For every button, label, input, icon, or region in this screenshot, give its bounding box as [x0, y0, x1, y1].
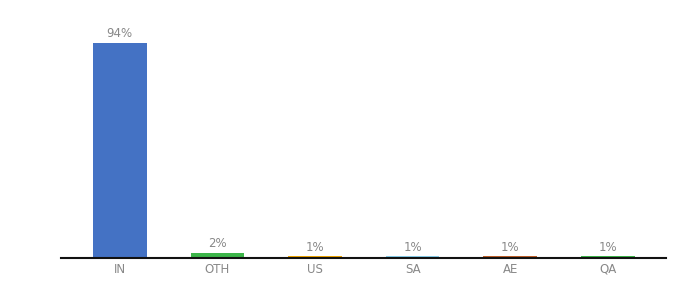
Text: 1%: 1%: [403, 241, 422, 254]
Bar: [288, 256, 342, 258]
Bar: [483, 256, 537, 258]
Bar: [386, 256, 439, 258]
Text: 94%: 94%: [107, 27, 133, 40]
Text: 1%: 1%: [501, 241, 520, 254]
Text: 2%: 2%: [208, 237, 226, 250]
Bar: [581, 256, 634, 258]
Text: 1%: 1%: [306, 241, 324, 254]
Bar: [93, 43, 147, 258]
Text: 1%: 1%: [598, 241, 617, 254]
Bar: [190, 254, 244, 258]
